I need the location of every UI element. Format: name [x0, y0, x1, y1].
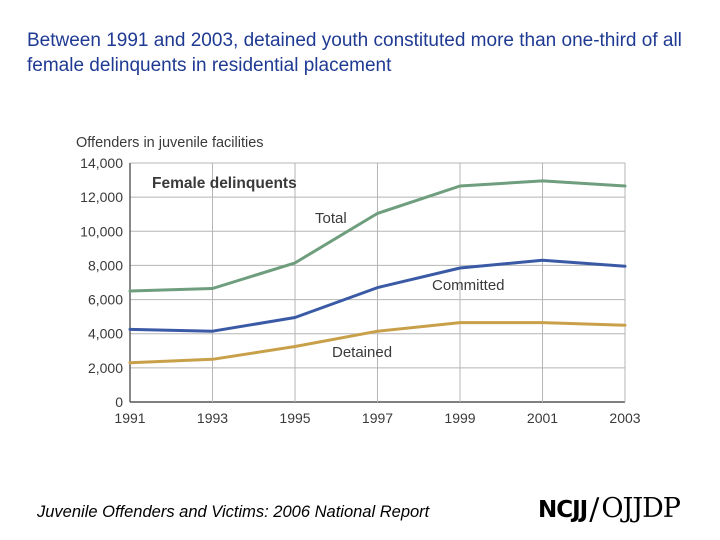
- y-axis-label: Offenders in juvenile facilities: [76, 135, 264, 151]
- y-tick-label: 14,000: [80, 155, 123, 171]
- logo-ncjj: NCJJ: [538, 497, 588, 523]
- y-tick-label: 2,000: [88, 360, 123, 376]
- series-line-committed: [128, 258, 627, 333]
- ncjj-ojjdp-logo: NCJJ/OJJDP: [538, 490, 681, 527]
- grid: [129, 162, 626, 403]
- headline: Between 1991 and 2003, detained youth co…: [27, 30, 682, 76]
- x-tick-label: 1997: [362, 410, 393, 426]
- series-label-detained: Detained: [332, 344, 392, 361]
- series-label-total: Total: [315, 210, 347, 227]
- x-tick-label: 1995: [279, 410, 310, 426]
- x-tick-label: 1999: [444, 410, 475, 426]
- y-tick-label: 12,000: [80, 189, 123, 205]
- series-line-total: [128, 179, 627, 293]
- logo-slash: /: [589, 492, 600, 527]
- y-tick-label: 8,000: [88, 257, 123, 273]
- x-tick-label: 1991: [114, 410, 145, 426]
- y-tick-label: 0: [115, 394, 123, 410]
- footer-report-title: Juvenile Offenders and Victims: 2006 Nat…: [37, 503, 430, 521]
- x-tick-label: 2003: [609, 410, 640, 426]
- logo-ojjdp: OJJDP: [601, 493, 681, 524]
- y-tick-label: 4,000: [88, 326, 123, 342]
- y-tick-label: 6,000: [88, 292, 123, 308]
- series-label-committed: Committed: [432, 277, 505, 294]
- y-ticks: 0 2,000 4,000 6,000 8,000 10,000 12,000 14,000: [80, 155, 123, 410]
- series-line-detained: [128, 321, 627, 365]
- x-tick-label: 2001: [527, 410, 558, 426]
- series-lines: [128, 179, 627, 365]
- x-tick-label: 1993: [197, 410, 228, 426]
- x-ticks: 1991 1993 1995 1997 1999 2001 2003: [114, 410, 640, 426]
- chart-title: Female delinquents: [152, 175, 297, 192]
- y-tick-label: 10,000: [80, 223, 123, 239]
